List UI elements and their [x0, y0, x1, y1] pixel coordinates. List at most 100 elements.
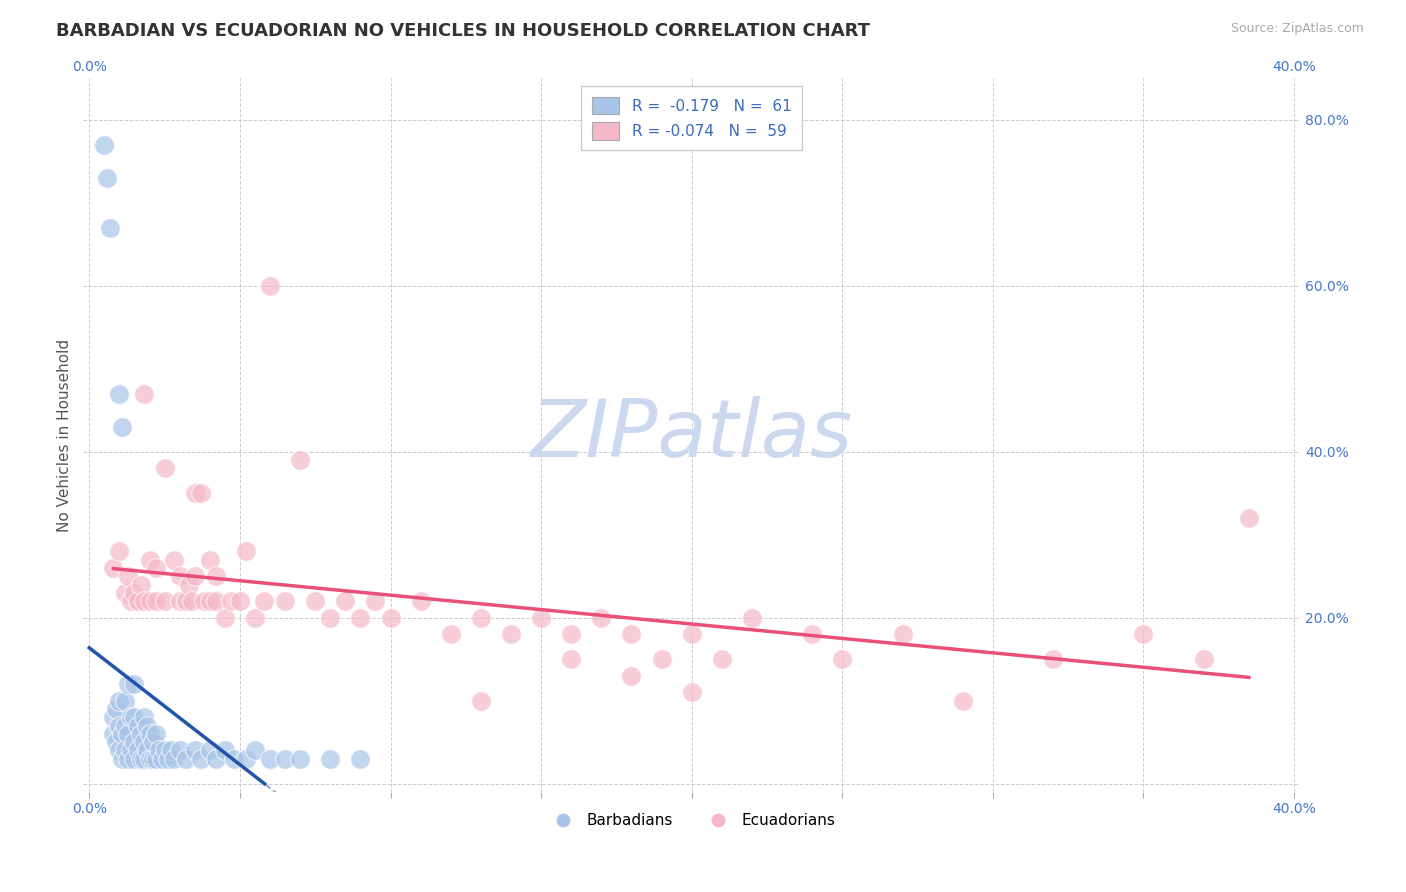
Point	[111, 420, 134, 434]
Point	[124, 735, 146, 749]
Point	[114, 743, 136, 757]
Point	[124, 710, 146, 724]
Point	[409, 594, 432, 608]
Point	[274, 752, 297, 766]
Point	[121, 594, 143, 608]
Point	[135, 743, 157, 757]
Point	[108, 718, 131, 732]
Point	[156, 752, 179, 766]
Point	[204, 752, 226, 766]
Text: ZIPatlas: ZIPatlas	[530, 396, 853, 475]
Point	[127, 718, 149, 732]
Point	[132, 594, 155, 608]
Point	[108, 386, 131, 401]
Point	[335, 594, 357, 608]
Point	[159, 743, 181, 757]
Point	[180, 594, 202, 608]
Point	[150, 752, 173, 766]
Point	[190, 486, 212, 500]
Point	[121, 743, 143, 757]
Point	[952, 694, 974, 708]
Point	[138, 727, 160, 741]
Point	[142, 752, 165, 766]
Point	[132, 735, 155, 749]
Legend: Barbadians, Ecuadorians: Barbadians, Ecuadorians	[541, 807, 841, 834]
Point	[174, 594, 197, 608]
Text: BARBADIAN VS ECUADORIAN NO VEHICLES IN HOUSEHOLD CORRELATION CHART: BARBADIAN VS ECUADORIAN NO VEHICLES IN H…	[56, 22, 870, 40]
Point	[117, 677, 139, 691]
Point	[129, 752, 152, 766]
Point	[319, 611, 342, 625]
Point	[253, 594, 276, 608]
Point	[114, 718, 136, 732]
Point	[1237, 511, 1260, 525]
Point	[620, 627, 643, 641]
Point	[105, 702, 128, 716]
Point	[891, 627, 914, 641]
Point	[651, 652, 673, 666]
Point	[499, 627, 522, 641]
Point	[259, 278, 281, 293]
Point	[235, 752, 257, 766]
Point	[214, 611, 236, 625]
Point	[349, 752, 371, 766]
Point	[169, 743, 191, 757]
Point	[127, 743, 149, 757]
Point	[259, 752, 281, 766]
Point	[440, 627, 463, 641]
Point	[681, 685, 703, 699]
Text: Source: ZipAtlas.com: Source: ZipAtlas.com	[1230, 22, 1364, 36]
Point	[219, 594, 242, 608]
Point	[142, 735, 165, 749]
Point	[243, 611, 266, 625]
Point	[222, 752, 245, 766]
Point	[93, 137, 115, 152]
Point	[117, 569, 139, 583]
Point	[135, 718, 157, 732]
Point	[108, 743, 131, 757]
Point	[103, 561, 125, 575]
Point	[229, 594, 252, 608]
Point	[114, 586, 136, 600]
Point	[204, 594, 226, 608]
Point	[470, 694, 492, 708]
Point	[100, 220, 122, 235]
Point	[108, 694, 131, 708]
Point	[274, 594, 297, 608]
Point	[127, 594, 149, 608]
Point	[108, 544, 131, 558]
Point	[1132, 627, 1154, 641]
Point	[163, 752, 186, 766]
Point	[1192, 652, 1215, 666]
Point	[129, 577, 152, 591]
Point	[153, 594, 176, 608]
Point	[145, 594, 167, 608]
Point	[380, 611, 402, 625]
Point	[174, 752, 197, 766]
Point	[190, 752, 212, 766]
Point	[103, 710, 125, 724]
Point	[470, 611, 492, 625]
Point	[364, 594, 387, 608]
Point	[145, 752, 167, 766]
Point	[560, 652, 582, 666]
Point	[111, 727, 134, 741]
Point	[214, 743, 236, 757]
Point	[204, 569, 226, 583]
Point	[145, 727, 167, 741]
Point	[114, 694, 136, 708]
Point	[121, 710, 143, 724]
Point	[132, 752, 155, 766]
Point	[117, 752, 139, 766]
Point	[560, 627, 582, 641]
Point	[129, 727, 152, 741]
Point	[153, 461, 176, 475]
Point	[620, 669, 643, 683]
Point	[138, 594, 160, 608]
Point	[193, 594, 215, 608]
Point	[163, 552, 186, 566]
Point	[243, 743, 266, 757]
Point	[591, 611, 613, 625]
Point	[304, 594, 326, 608]
Point	[235, 544, 257, 558]
